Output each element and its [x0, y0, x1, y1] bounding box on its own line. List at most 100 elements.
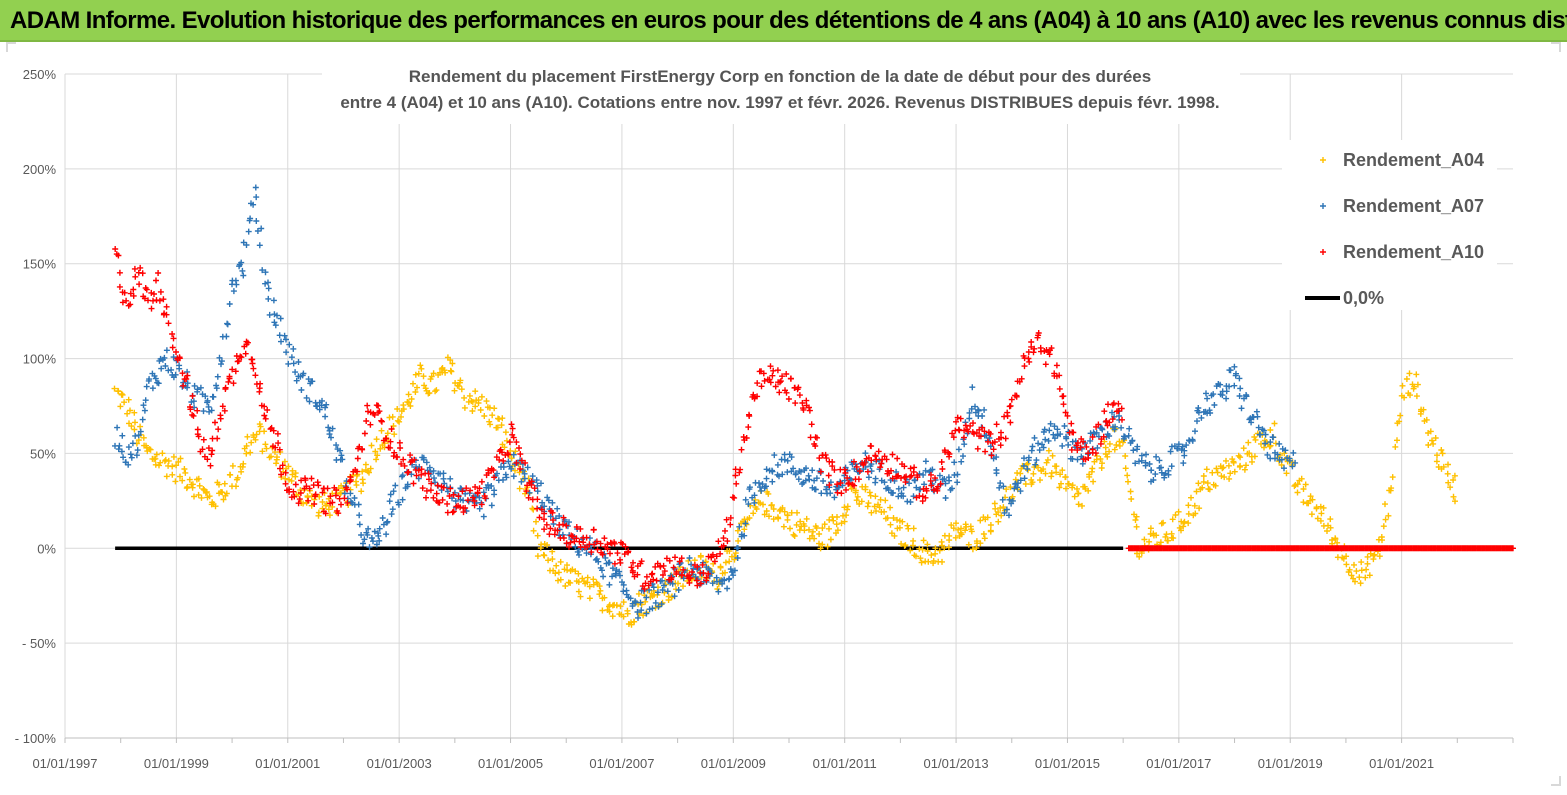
data-point	[1281, 465, 1287, 472]
data-point	[599, 567, 605, 574]
data-point	[169, 471, 176, 478]
data-point	[763, 466, 770, 473]
data-point	[1040, 444, 1047, 451]
data-point	[606, 559, 613, 566]
data-point	[1003, 506, 1010, 513]
data-point	[530, 527, 537, 534]
report-title: ADAM Informe. Evolution historique des p…	[10, 7, 1567, 34]
data-point	[912, 477, 918, 484]
data-point	[483, 398, 490, 405]
data-point	[660, 572, 666, 578]
data-point	[447, 367, 454, 374]
data-point	[559, 531, 566, 538]
data-point	[433, 387, 440, 394]
data-point	[950, 434, 957, 441]
data-point	[116, 269, 123, 276]
data-point	[537, 545, 544, 552]
data-point	[609, 613, 616, 620]
data-point	[997, 442, 1004, 449]
data-point	[195, 491, 202, 498]
data-point	[491, 405, 498, 412]
data-point	[781, 456, 788, 463]
data-point	[822, 451, 829, 458]
data-point	[1042, 361, 1049, 368]
data-point	[309, 378, 316, 385]
data-point	[400, 456, 407, 463]
data-point	[155, 380, 162, 387]
data-point	[411, 456, 418, 463]
data-point	[1160, 519, 1167, 526]
data-point	[397, 445, 404, 451]
data-point	[680, 566, 687, 573]
data-point	[746, 411, 752, 418]
data-point	[233, 281, 240, 288]
data-point	[419, 485, 426, 492]
data-point	[257, 380, 264, 387]
data-point	[759, 481, 766, 488]
data-point	[1163, 531, 1170, 538]
data-point	[168, 366, 175, 373]
data-point	[990, 446, 997, 453]
data-point	[262, 269, 269, 276]
data-point	[722, 527, 728, 534]
data-point	[121, 289, 128, 296]
data-point	[1007, 402, 1014, 409]
data-point	[375, 402, 382, 409]
data-point	[347, 474, 354, 480]
data-point	[423, 494, 429, 501]
data-point	[878, 460, 885, 467]
data-point	[1317, 503, 1324, 510]
data-point	[1133, 513, 1140, 520]
data-point	[518, 478, 525, 485]
data-point	[871, 503, 878, 510]
data-point	[404, 481, 411, 488]
data-point	[980, 531, 987, 537]
data-point	[806, 404, 812, 411]
data-point	[917, 555, 924, 562]
data-point	[151, 291, 157, 297]
x-tick-label: 01/01/2013	[924, 756, 989, 771]
data-point	[1388, 485, 1395, 492]
data-point	[162, 363, 169, 369]
data-point	[666, 557, 673, 564]
data-point	[1109, 409, 1115, 416]
data-point	[1203, 466, 1210, 473]
data-point	[1057, 471, 1064, 478]
data-point	[613, 602, 620, 609]
data-point	[327, 493, 334, 500]
data-point	[783, 389, 790, 396]
data-point	[1262, 431, 1269, 438]
data-point	[987, 527, 994, 534]
data-point	[147, 446, 154, 453]
series-Rendement_A04	[111, 354, 1458, 628]
data-point	[478, 501, 485, 508]
data-point	[864, 468, 871, 475]
data-point	[741, 526, 748, 533]
data-point	[526, 489, 533, 496]
data-point	[1181, 518, 1188, 525]
data-point	[337, 447, 344, 454]
data-point	[1261, 444, 1267, 451]
data-point	[1181, 452, 1188, 459]
data-point	[197, 384, 204, 391]
data-point	[463, 485, 470, 492]
data-point	[792, 470, 799, 477]
data-point	[734, 555, 741, 561]
data-point	[865, 500, 872, 507]
data-point	[742, 496, 749, 503]
data-point	[196, 482, 203, 489]
data-point	[1303, 500, 1310, 507]
data-point	[638, 558, 645, 565]
data-point	[1106, 448, 1113, 455]
data-point	[1251, 453, 1258, 460]
data-point	[373, 436, 380, 443]
data-point	[827, 536, 834, 543]
data-point	[1143, 451, 1149, 458]
data-point	[901, 463, 908, 470]
selection-corner-top-right	[1551, 42, 1561, 52]
data-point	[247, 449, 254, 456]
data-point	[1098, 465, 1105, 471]
data-point	[1116, 442, 1123, 449]
data-point	[767, 363, 774, 370]
chart-title-line1: Rendement du placement FirstEnergy Corp …	[409, 67, 1151, 86]
